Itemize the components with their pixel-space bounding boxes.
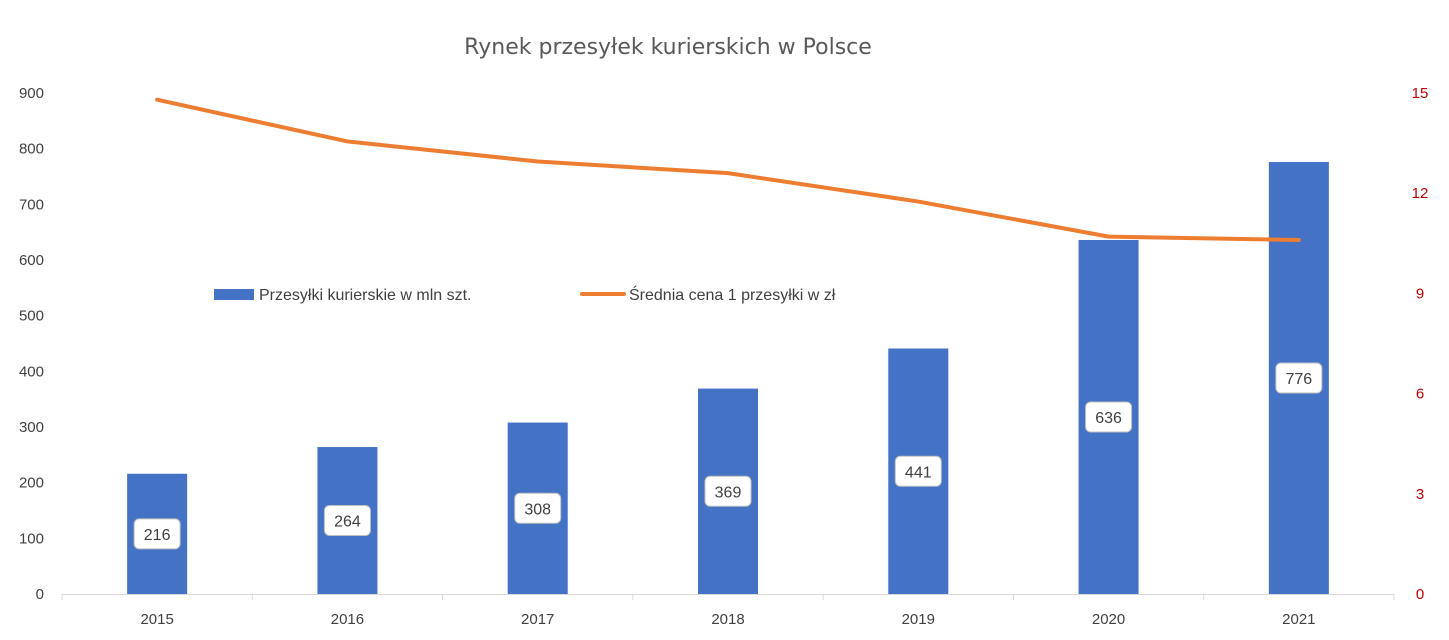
y-right-tick-label: 9 (1416, 285, 1424, 302)
y-right-tick-label: 12 (1412, 185, 1429, 202)
y-left-tick-label: 900 (19, 85, 44, 102)
y-left-tick-label: 400 (19, 363, 44, 380)
x-tick-label: 2015 (140, 611, 173, 628)
y-right-tick-label: 15 (1412, 85, 1429, 102)
y-left-tick-label: 600 (19, 252, 44, 269)
y-right-tick-label: 0 (1416, 586, 1424, 603)
x-tick-label: 2017 (521, 611, 554, 628)
chart-title: Rynek przesyłek kurierskich w Polsce (464, 35, 872, 60)
bar-series (127, 162, 1329, 594)
legend: Przesyłki kurierskie w mln szt. Średnia … (214, 285, 836, 304)
legend-label-line: Średnia cena 1 przesyłki w zł (629, 285, 836, 304)
y-left-tick-label: 800 (19, 141, 44, 158)
data-label-2021: 776 (1286, 371, 1313, 388)
data-label-box (323, 505, 371, 537)
x-tick-label: 2016 (331, 611, 364, 628)
y-right-tick-label: 6 (1416, 386, 1424, 403)
data-label-box (1085, 401, 1133, 433)
y-left-tick-label: 200 (19, 475, 44, 492)
legend-swatch-bars (214, 289, 254, 300)
data-labels: 216 264 308 369 441 636 776 (133, 362, 1323, 550)
x-tick-label: 2018 (711, 611, 744, 628)
data-label-box (894, 455, 942, 487)
x-tick-label: 2020 (1092, 611, 1125, 628)
y-left-tick-label: 300 (19, 419, 44, 436)
data-label-2018: 369 (715, 484, 742, 501)
x-tick-label: 2019 (902, 611, 935, 628)
data-label-2020: 636 (1095, 410, 1122, 427)
data-label-2017: 308 (524, 501, 551, 518)
y-left-tick-label: 0 (36, 586, 44, 603)
data-label-box (1275, 362, 1323, 394)
line-price (155, 97, 1301, 242)
data-label-box (704, 475, 752, 507)
legend-label-bars: Przesyłki kurierskie w mln szt. (259, 287, 471, 304)
data-label-2019: 441 (905, 464, 932, 481)
y-right-tick-label: 3 (1416, 486, 1424, 503)
y-left-tick-label: 100 (19, 530, 44, 547)
axes: 0100200300400500600700800900036912152015… (19, 85, 1428, 628)
line-series (155, 97, 1301, 242)
data-label-box (514, 492, 562, 524)
y-left-tick-label: 700 (19, 196, 44, 213)
x-tick-label: 2021 (1282, 611, 1315, 628)
data-label-2016: 264 (334, 514, 361, 531)
data-label-2015: 216 (144, 527, 171, 544)
y-left-tick-label: 500 (19, 308, 44, 325)
data-label-box (133, 518, 181, 550)
